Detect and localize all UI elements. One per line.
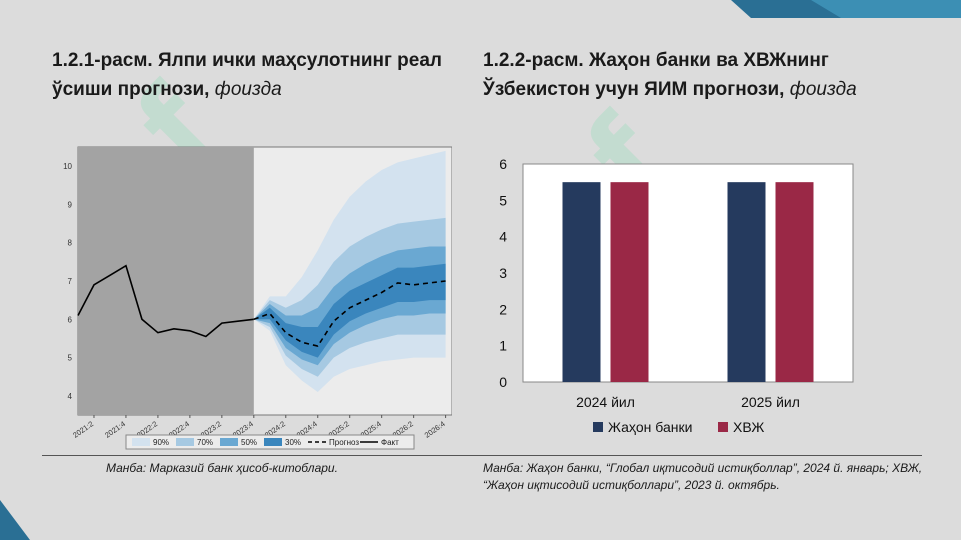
y-tick-label: 6 [499, 156, 507, 172]
y-tick-label: 8 [68, 239, 73, 248]
bar [562, 182, 601, 382]
y-tick-label: 5 [499, 192, 507, 208]
left-chart-title: 1.2.1-расм. Ялпи ички маҳсулотнинг реал … [52, 50, 442, 100]
legend-swatch [176, 438, 194, 446]
legend-label: 90% [153, 438, 169, 447]
fan-chart-legend: 90% 70% 50% 30% Прогноз Факт [125, 434, 415, 450]
y-tick-label: 6 [68, 315, 73, 324]
x-category-label: 2025 йил [741, 394, 800, 410]
y-tick-label: 4 [499, 229, 507, 245]
right-chart-title: 1.2.2-расм. Жаҳон банки ва ХВЖнинг Ўзбек… [483, 50, 857, 100]
corner-decoration [731, 0, 961, 18]
bar [610, 182, 649, 382]
y-tick-label: 0 [499, 374, 507, 390]
legend-label: Прогноз [329, 438, 359, 447]
legend-label: Жаҳон банки [608, 419, 692, 435]
corner-decoration-left [0, 500, 30, 540]
legend-label: Факт [381, 438, 399, 447]
legend-label: 30% [285, 438, 301, 447]
bar [775, 182, 814, 382]
y-tick-label: 3 [499, 265, 507, 281]
legend-label: ХВЖ [733, 419, 764, 435]
y-tick-label: 7 [68, 277, 73, 286]
y-tick-label: 10 [63, 162, 72, 171]
legend-swatch [132, 438, 150, 446]
left-source-note: Манба: Марказий банк ҳисоб-китоблари. [106, 461, 338, 475]
legend-label: 70% [197, 438, 213, 447]
y-tick-label: 4 [68, 392, 73, 401]
x-category-label: 2024 йил [576, 394, 635, 410]
forecast-line [253, 280, 446, 347]
fact-line [77, 264, 254, 338]
legend-swatch [220, 438, 238, 446]
x-tick-label: 2021:2 [71, 419, 95, 440]
band-30 [253, 263, 446, 358]
legend-swatch [718, 422, 728, 432]
divider-line [42, 455, 922, 456]
y-tick-label: 5 [68, 354, 73, 363]
y-tick-label: 1 [499, 338, 507, 354]
x-tick-label: 2026:4 [423, 419, 447, 440]
bar [727, 182, 766, 382]
history-shade [78, 147, 254, 415]
y-tick-label: 9 [68, 200, 73, 209]
legend-label: 50% [241, 438, 257, 447]
forecast-bar-chart: 0 1 2 3 4 5 6 2024 йил 2025 йил Жаҳон банки ХВЖ [499, 156, 854, 435]
y-tick-label: 2 [499, 301, 507, 317]
right-source-note: Манба: Жаҳон банки, “Глобал иқтисодий ис… [483, 461, 923, 492]
x-tick-label: 2021:4 [103, 419, 127, 440]
legend-swatch [593, 422, 603, 432]
legend-swatch [264, 438, 282, 446]
